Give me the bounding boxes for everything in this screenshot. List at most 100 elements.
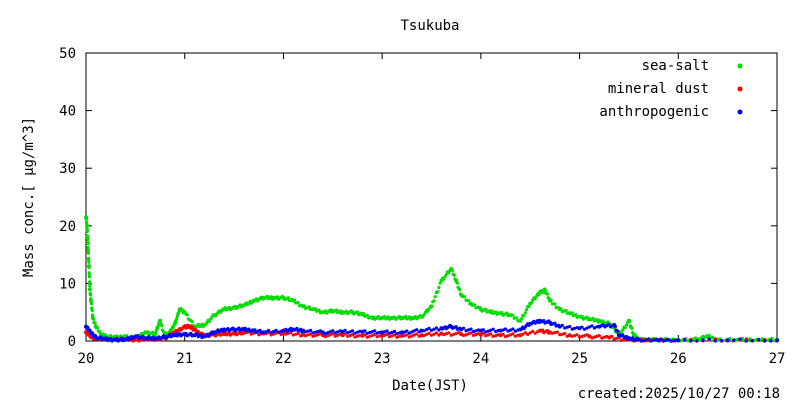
data-point	[284, 332, 288, 336]
data-point	[306, 333, 310, 337]
legend-label: mineral dust	[608, 81, 709, 97]
data-point	[407, 335, 411, 339]
data-point	[469, 331, 473, 335]
data-point	[592, 326, 597, 330]
data-point	[432, 327, 436, 331]
data-point	[527, 305, 531, 309]
data-point	[471, 333, 476, 337]
data-point	[565, 325, 569, 329]
data-point	[370, 333, 374, 337]
data-point	[531, 329, 535, 333]
data-point	[491, 327, 495, 331]
data-point	[500, 311, 504, 315]
data-point	[346, 334, 350, 338]
data-point	[85, 223, 89, 228]
data-point	[348, 330, 352, 334]
data-point	[368, 334, 372, 338]
data-point	[719, 338, 724, 342]
x-tick-label: 25	[571, 351, 588, 367]
data-point	[494, 330, 498, 334]
data-point	[109, 337, 113, 341]
data-point	[585, 326, 589, 330]
x-axis-label: Date(JST)	[392, 378, 468, 394]
data-point	[436, 290, 440, 294]
data-point	[763, 339, 767, 343]
data-point	[86, 237, 90, 242]
data-point	[526, 332, 530, 336]
data-point	[363, 329, 367, 333]
data-point	[521, 332, 525, 336]
data-point	[243, 326, 247, 330]
y-axis-ticks: 0 10 20 30 40 50	[59, 46, 777, 350]
data-point	[355, 310, 360, 314]
legend-marker	[737, 63, 743, 69]
data-point	[529, 301, 534, 305]
data-point	[590, 324, 594, 328]
data-point	[399, 333, 404, 338]
data-point	[309, 332, 313, 336]
data-point	[405, 329, 409, 333]
data-point	[307, 305, 311, 309]
data-point	[769, 339, 773, 343]
data-point	[575, 333, 579, 337]
data-point	[331, 332, 335, 336]
data-point	[326, 331, 330, 335]
y-tick-label: 50	[59, 46, 76, 62]
data-point	[473, 303, 477, 307]
data-point	[616, 329, 620, 333]
data-point	[443, 275, 447, 279]
data-point	[363, 333, 367, 337]
data-point	[269, 333, 273, 337]
data-point	[462, 326, 466, 330]
y-tick-label: 0	[68, 334, 76, 350]
data-point	[511, 332, 515, 336]
data-point	[272, 329, 276, 334]
data-point	[390, 334, 394, 338]
legend-label: anthropogenic	[599, 104, 709, 120]
data-point	[383, 330, 387, 334]
data-point	[452, 332, 456, 336]
data-point	[146, 330, 150, 334]
data-point	[612, 337, 616, 341]
data-point	[195, 332, 199, 336]
data-point	[311, 334, 315, 338]
data-point	[484, 330, 488, 334]
data-point	[365, 313, 369, 317]
data-point	[490, 309, 494, 313]
data-point	[291, 333, 295, 337]
data-point	[264, 330, 268, 334]
data-point	[194, 328, 198, 332]
data-point	[623, 326, 627, 330]
data-point	[249, 332, 253, 336]
data-point	[89, 302, 93, 306]
data-point	[184, 331, 188, 335]
data-point	[395, 332, 399, 336]
data-point	[336, 330, 340, 334]
data-point	[422, 333, 426, 338]
data-point	[247, 327, 251, 331]
data-point	[639, 339, 643, 343]
data-point	[333, 334, 337, 338]
data-point	[294, 332, 298, 336]
data-point	[429, 333, 434, 337]
data-point	[503, 327, 508, 331]
data-point	[489, 332, 493, 336]
data-point	[267, 328, 271, 333]
data-point	[257, 333, 261, 337]
data-point	[415, 328, 419, 332]
data-point	[353, 335, 357, 339]
data-point	[466, 332, 471, 336]
data-point	[686, 339, 690, 343]
data-point	[707, 333, 711, 337]
data-point	[595, 334, 599, 338]
x-tick-label: 23	[374, 351, 391, 367]
data-point	[756, 337, 761, 342]
data-point	[444, 272, 448, 276]
data-point	[505, 311, 509, 315]
data-point	[621, 328, 625, 332]
data-point	[659, 337, 663, 341]
series-anthropogenic	[84, 318, 779, 343]
data-point	[334, 308, 339, 312]
data-point	[559, 307, 563, 311]
